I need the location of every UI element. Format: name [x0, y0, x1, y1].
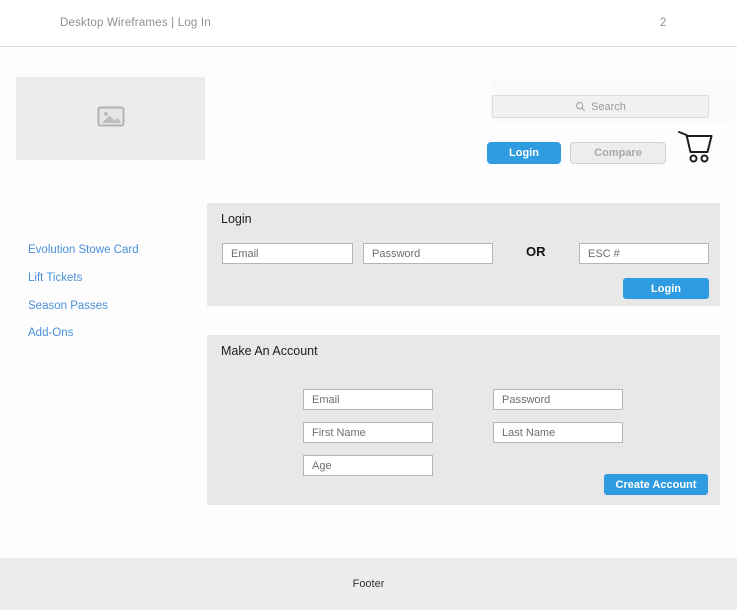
account-password-field[interactable] [493, 389, 623, 410]
sidebar-item-lift-tickets[interactable]: Lift Tickets [28, 272, 83, 284]
top-bar: Desktop Wireframes | Log In 2 [0, 0, 737, 47]
footer-label: Footer [352, 578, 385, 590]
footer: Footer [0, 558, 737, 610]
hero-image-placeholder [16, 77, 205, 160]
login-submit-button[interactable]: Login [623, 278, 709, 299]
make-account-title: Make An Account [221, 344, 318, 358]
esc-number-field[interactable] [579, 243, 709, 264]
account-age-field[interactable] [303, 455, 433, 476]
or-label: OR [526, 244, 546, 259]
create-account-button[interactable]: Create Account [604, 474, 708, 495]
image-placeholder-icon [97, 106, 125, 132]
sidebar-item-season-passes[interactable]: Season Passes [28, 300, 108, 312]
login-panel-title: Login [221, 212, 252, 226]
sidebar-item-evolution-stowe-card[interactable]: Evolution Stowe Card [28, 244, 139, 256]
sidebar-item-add-ons[interactable]: Add-Ons [28, 327, 74, 339]
header-login-button[interactable]: Login [487, 142, 561, 164]
search-placeholder: Search [591, 100, 626, 113]
account-first-name-field[interactable] [303, 422, 433, 443]
page-title: Desktop Wireframes | Log In [60, 17, 211, 29]
compare-button[interactable]: Compare [570, 142, 666, 164]
login-password-field[interactable] [363, 243, 493, 264]
login-email-field[interactable] [222, 243, 353, 264]
account-email-field[interactable] [303, 389, 433, 410]
account-last-name-field[interactable] [493, 422, 623, 443]
page-number: 2 [660, 17, 667, 29]
shopping-cart-icon[interactable] [675, 127, 715, 167]
search-input[interactable]: Search [492, 95, 709, 118]
magnifier-icon [575, 101, 586, 112]
